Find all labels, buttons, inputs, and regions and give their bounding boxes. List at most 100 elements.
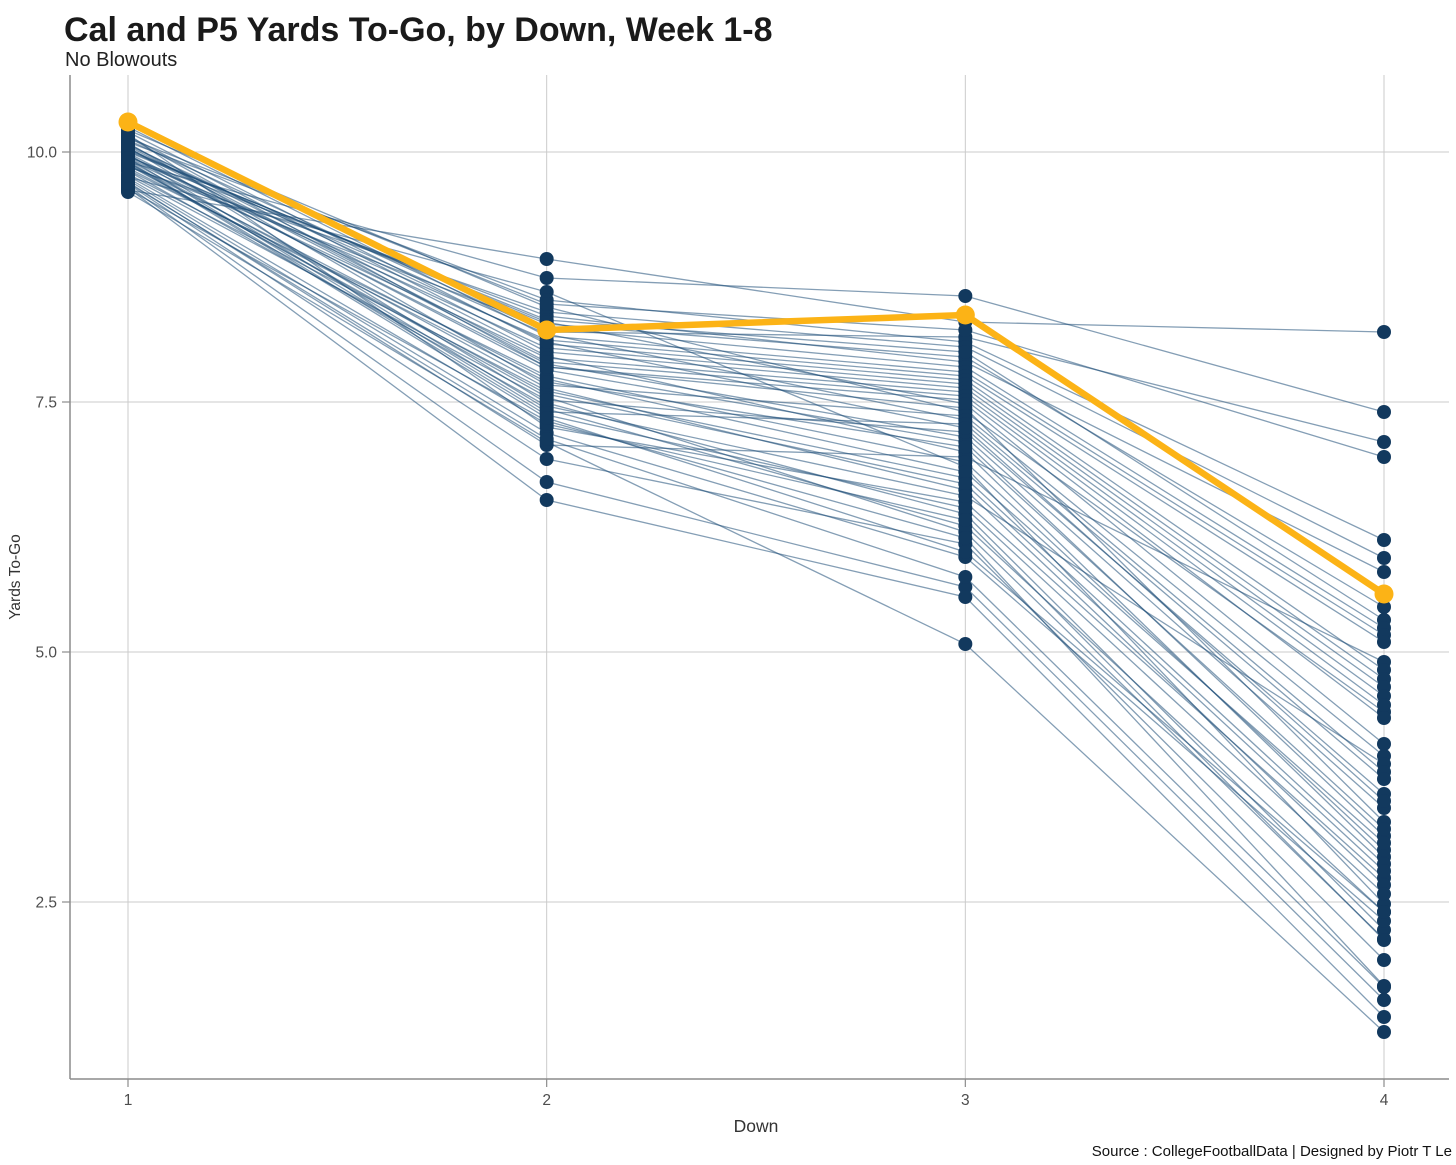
p5-team-line <box>127 175 1385 795</box>
p5-data-point <box>958 489 973 503</box>
y-tick-label: 10.0 <box>27 145 58 162</box>
p5-team-line <box>127 162 1385 844</box>
x-axis-title: Down <box>734 1116 779 1136</box>
gridlines <box>70 75 1449 1079</box>
p5-data-point <box>1377 435 1391 449</box>
p5-data-point <box>539 375 554 389</box>
cal-line <box>124 118 1388 598</box>
p5-data-point <box>958 570 973 584</box>
p5-data-point <box>121 138 135 152</box>
p5-team-line <box>127 177 1385 941</box>
x-tick-label: 3 <box>961 1092 970 1109</box>
p5-team-line <box>127 148 1385 773</box>
p5-data-point <box>1377 551 1391 565</box>
p5-data-point <box>539 493 554 507</box>
x-tick-label: 1 <box>124 1092 133 1109</box>
p5-team-line <box>127 137 1385 458</box>
p5-team-line <box>127 157 1385 643</box>
p5-team-line <box>127 157 1385 780</box>
p5-data-point <box>121 169 135 183</box>
p5-data-point <box>1377 533 1391 547</box>
p5-data-point <box>1377 905 1391 919</box>
p5-data-point <box>958 501 973 515</box>
p5-data-point <box>1377 711 1391 725</box>
cal-data-point <box>955 305 975 325</box>
p5-data-point <box>539 432 554 446</box>
source-credit: Source : CollegeFootballData | Designed … <box>1092 1143 1452 1160</box>
p5-data-point <box>1377 565 1391 579</box>
p5-data-point <box>958 637 973 651</box>
p5-team-line <box>127 185 1385 1001</box>
x-tick-label: 2 <box>542 1092 551 1109</box>
p5-team-line <box>127 187 1385 1018</box>
p5-team-line <box>127 173 1385 865</box>
p5-team-line <box>127 167 1385 830</box>
p5-team-line <box>127 191 1385 1033</box>
p5-data-point <box>958 513 973 527</box>
cal-data-point <box>1374 584 1394 604</box>
p5-data-point <box>1377 737 1391 751</box>
cal-highlight-series <box>118 112 1394 604</box>
p5-data-point <box>958 545 973 559</box>
p5-data-point <box>1377 993 1391 1007</box>
p5-team-line <box>127 165 1385 629</box>
y-tick-label: 7.5 <box>35 395 57 412</box>
p5-data-point <box>539 360 554 374</box>
p5-data-point <box>1377 933 1391 947</box>
p5-data-point <box>958 465 973 479</box>
p5-team-line <box>127 145 1385 706</box>
p5-team-line <box>127 188 1385 987</box>
cal-data-point <box>118 112 138 132</box>
p5-team-line <box>127 181 1385 663</box>
p5-data-point <box>1377 980 1391 994</box>
p5-data-point <box>539 475 554 489</box>
p5-data-point <box>539 297 554 311</box>
p5-data-point <box>121 155 135 169</box>
p5-data-point <box>958 289 973 303</box>
p5-data-point <box>1377 698 1391 712</box>
p5-data-point <box>958 323 973 337</box>
p5-team-line <box>127 129 1385 713</box>
p5-team-line <box>127 189 1385 333</box>
p5-data-point <box>958 455 973 469</box>
p5-data-point <box>1377 864 1391 878</box>
p5-team-line <box>127 153 1385 913</box>
p5-data-point <box>958 397 973 411</box>
p5-data-point <box>539 411 554 425</box>
p5-team-line <box>127 163 1385 940</box>
p5-team-line <box>127 164 1385 872</box>
p5-team-line <box>127 169 1385 851</box>
p5-team-line <box>127 161 1385 413</box>
p5-team-line <box>127 144 1385 802</box>
p5-data-point <box>1377 836 1391 850</box>
x-tick-label: 4 <box>1380 1092 1389 1109</box>
p5-team-line <box>127 150 1385 745</box>
p5-team-line <box>127 155 1385 680</box>
p5-team-line <box>127 143 1385 858</box>
p5-team-line <box>127 158 1385 697</box>
p5-team-line <box>127 154 1385 719</box>
cal-data-point <box>537 320 557 340</box>
p5-team-line <box>127 126 1385 636</box>
p5-data-point <box>958 590 973 604</box>
p5-team-line <box>127 142 1385 757</box>
p5-data-point <box>1377 822 1391 836</box>
p5-team-line <box>127 151 1385 621</box>
p5-team-line <box>127 176 1385 905</box>
p5-data-point <box>958 421 973 435</box>
p5-data-point <box>1377 1010 1391 1024</box>
p5-data-point <box>539 271 554 285</box>
p5-data-point <box>958 580 973 594</box>
axis-lines <box>62 75 1449 1087</box>
p5-data-point <box>539 452 554 466</box>
p5-data-point <box>539 252 554 266</box>
p5-data-point <box>1377 794 1391 808</box>
p5-data-point <box>958 477 973 491</box>
p5-data-point <box>1377 887 1391 901</box>
p5-data-point <box>1377 953 1391 967</box>
p5-data-point <box>1377 450 1391 464</box>
p5-data-point <box>958 531 973 545</box>
p5-data-point <box>539 393 554 407</box>
p5-data-point <box>1377 405 1391 419</box>
